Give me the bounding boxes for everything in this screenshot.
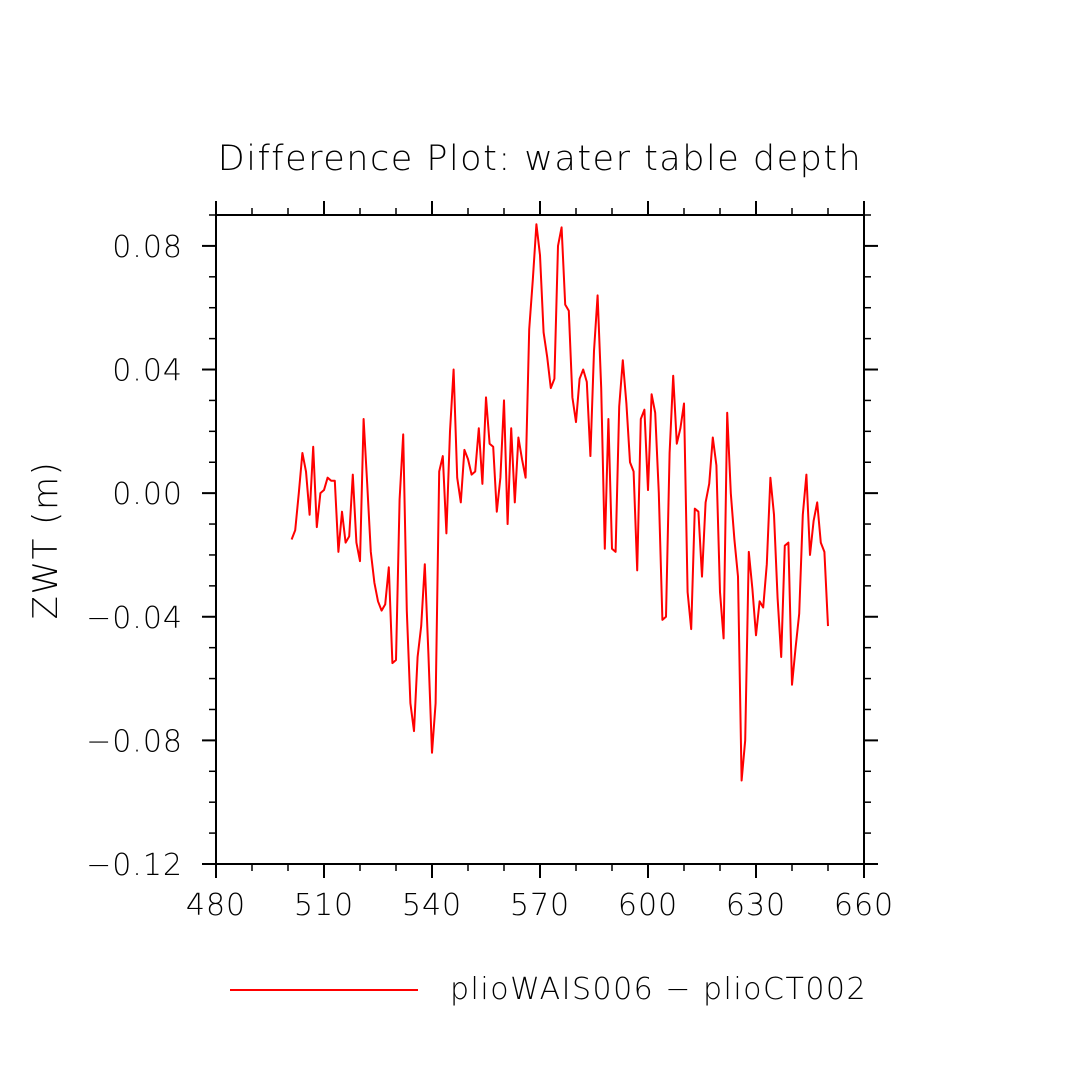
series-line	[290, 223, 829, 782]
series-layer	[290, 223, 829, 782]
y-tick-label: −0.04	[86, 601, 183, 636]
plot-frame	[215, 214, 865, 865]
y-tick-label: 0.08	[112, 230, 183, 265]
legend-label: plioWAIS006 − plioCT002	[450, 972, 867, 1007]
y-tick-label: −0.12	[86, 848, 183, 883]
x-tick-label: 480	[186, 888, 246, 923]
tick-labels: 480 510 540 570 600 630 660 −0.12 −0.08 −0.04 0.00…	[86, 230, 894, 923]
x-tick-label: 510	[294, 888, 354, 923]
axis-ticks	[202, 201, 878, 878]
x-tick-label: 600	[618, 888, 678, 923]
x-tick-label: 570	[510, 888, 570, 923]
y-axis-label: ZWT (m)	[26, 461, 66, 620]
y-tick-label: −0.08	[86, 724, 183, 759]
x-tick-label: 540	[402, 888, 462, 923]
x-tick-label: 660	[834, 888, 894, 923]
chart-title: Difference Plot: water table depth	[218, 139, 862, 179]
y-tick-label: 0.04	[112, 354, 183, 389]
axes	[215, 214, 865, 865]
legend: plioWAIS006 − plioCT002	[230, 972, 867, 1007]
x-tick-label: 630	[726, 888, 786, 923]
y-tick-label: 0.00	[112, 477, 183, 512]
